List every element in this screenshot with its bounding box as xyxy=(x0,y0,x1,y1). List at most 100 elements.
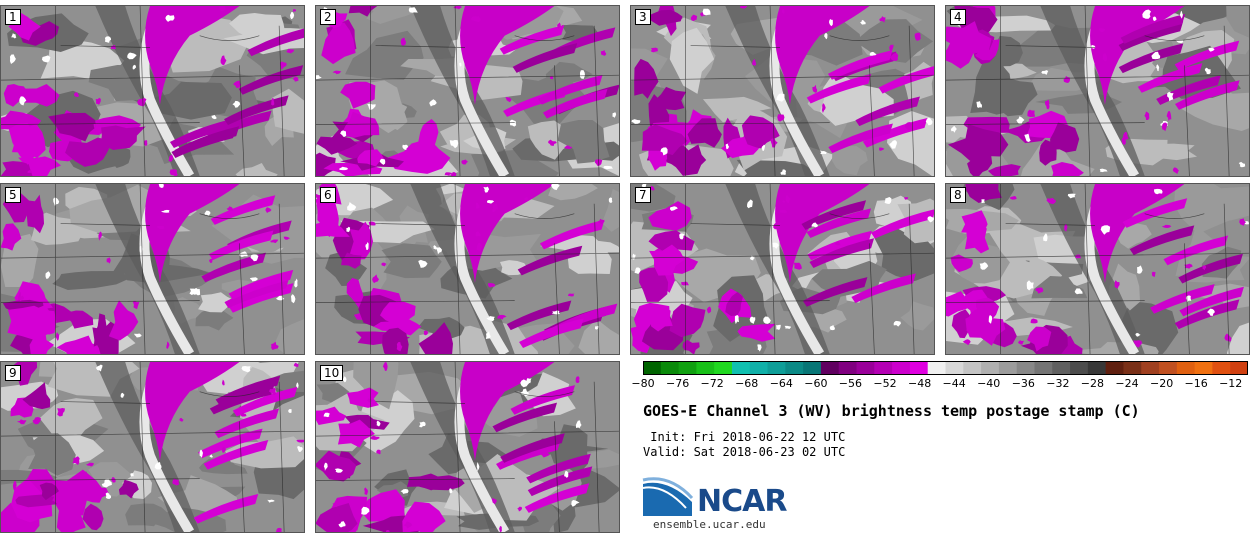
cloud-shield xyxy=(145,6,240,105)
wv-map-6 xyxy=(316,184,619,354)
moisture-blob xyxy=(1041,70,1049,75)
cloud-streak xyxy=(1150,284,1215,314)
stamp-panel-9: 9 xyxy=(0,361,305,533)
cloud-streak xyxy=(210,195,276,225)
moisture-blob xyxy=(195,307,234,331)
moisture-blob xyxy=(1224,333,1232,342)
cloud-streak xyxy=(214,408,279,439)
moisture-blob xyxy=(436,247,443,255)
moisture-blob xyxy=(965,312,1006,346)
moisture-blob xyxy=(1226,322,1249,354)
colorbar-swatch xyxy=(1034,361,1053,375)
colorbar-tick-label: −68 xyxy=(735,377,759,390)
moisture-blob xyxy=(747,199,753,209)
moisture-blob xyxy=(811,260,887,297)
moisture-blob xyxy=(854,19,934,63)
moisture-blob xyxy=(829,325,835,331)
moisture-blob xyxy=(3,83,30,107)
moisture-blob xyxy=(102,478,112,487)
moisture-blob xyxy=(492,203,498,211)
moisture-blob xyxy=(828,18,833,27)
moisture-blob xyxy=(353,362,399,410)
cloud-streak xyxy=(524,483,590,513)
moisture-blob xyxy=(316,503,358,532)
moisture-blob xyxy=(367,103,376,111)
moisture-blob xyxy=(772,242,779,249)
moisture-blob xyxy=(682,339,700,354)
moisture-blob xyxy=(779,209,787,213)
moisture-blob xyxy=(1067,193,1076,199)
moisture-blob xyxy=(165,14,175,22)
moisture-blob xyxy=(11,33,17,39)
moisture-blob xyxy=(476,243,483,252)
moisture-blob xyxy=(950,254,973,273)
moisture-blob xyxy=(725,143,730,150)
moisture-blob xyxy=(785,194,791,203)
moisture-blob xyxy=(56,335,103,354)
cloud-streak xyxy=(519,318,584,348)
moisture-blob xyxy=(639,267,669,302)
moisture-blob xyxy=(1144,111,1150,121)
moisture-blob xyxy=(104,36,112,43)
panel-label: 4 xyxy=(950,9,966,25)
moisture-blob xyxy=(777,114,785,122)
moisture-blob xyxy=(232,100,241,108)
moisture-blob xyxy=(364,487,368,496)
wv-map-10 xyxy=(316,362,619,532)
moisture-blob xyxy=(740,6,748,9)
wv-map-5 xyxy=(1,184,304,354)
moisture-blob xyxy=(265,207,272,213)
moisture-blob xyxy=(509,119,517,127)
moisture-blob xyxy=(95,97,101,105)
moisture-blob xyxy=(564,471,569,478)
moisture-blob xyxy=(608,197,613,203)
moisture-blob xyxy=(219,6,226,11)
colorbar-swatch xyxy=(1016,361,1035,375)
moisture-blob xyxy=(342,376,347,383)
moisture-blob xyxy=(950,125,957,133)
moisture-blob xyxy=(1024,133,1031,142)
stamp-panel-1: 1 xyxy=(0,5,305,177)
cloud-streak xyxy=(193,494,259,524)
colorbar-swatch xyxy=(1159,361,1178,375)
panel-label: 8 xyxy=(950,187,966,203)
moisture-blob xyxy=(225,436,304,469)
moisture-blob xyxy=(824,33,828,40)
stamp-panel-10: 10 xyxy=(315,361,620,533)
moisture-blob xyxy=(706,306,712,314)
moisture-blob xyxy=(337,419,375,448)
wv-map-4 xyxy=(946,6,1249,176)
moisture-blob xyxy=(84,115,142,131)
moisture-blob xyxy=(551,310,560,315)
moisture-blob xyxy=(294,278,298,288)
moisture-blob xyxy=(160,209,170,213)
site-url: ensemble.ucar.edu xyxy=(653,518,766,531)
moisture-blob xyxy=(947,124,1009,161)
colorbar xyxy=(643,361,1248,375)
moisture-blob xyxy=(1074,288,1083,295)
colorbar-tick-label: −64 xyxy=(769,377,793,390)
moisture-blob xyxy=(321,22,356,65)
moisture-blob xyxy=(158,184,164,188)
colorbar-swatch xyxy=(909,361,929,375)
cloud-shield xyxy=(460,362,555,461)
moisture-blob xyxy=(376,420,381,427)
moisture-blob xyxy=(296,439,304,443)
moisture-blob xyxy=(641,184,647,188)
moisture-blob xyxy=(19,21,60,46)
moisture-blob xyxy=(1132,143,1198,161)
moisture-blob xyxy=(38,305,57,335)
moisture-blob xyxy=(385,530,390,532)
moisture-blob xyxy=(780,169,787,175)
moisture-blob xyxy=(134,333,142,338)
moisture-blob xyxy=(904,122,913,131)
moisture-blob xyxy=(1018,340,1025,345)
colorbar-tick-label: −40 xyxy=(977,377,1001,390)
moisture-blob xyxy=(363,100,408,131)
colorbar-swatch xyxy=(838,361,858,375)
moisture-blob xyxy=(402,144,409,151)
moisture-blob xyxy=(86,462,94,467)
cloud-streak xyxy=(215,375,281,406)
moisture-blob xyxy=(67,310,94,329)
moisture-blob xyxy=(1027,326,1052,352)
